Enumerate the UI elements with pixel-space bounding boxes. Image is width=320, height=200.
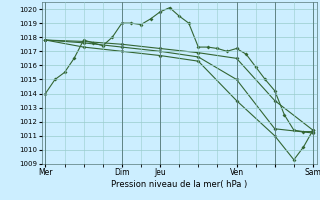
X-axis label: Pression niveau de la mer( hPa ): Pression niveau de la mer( hPa ) [111,180,247,189]
